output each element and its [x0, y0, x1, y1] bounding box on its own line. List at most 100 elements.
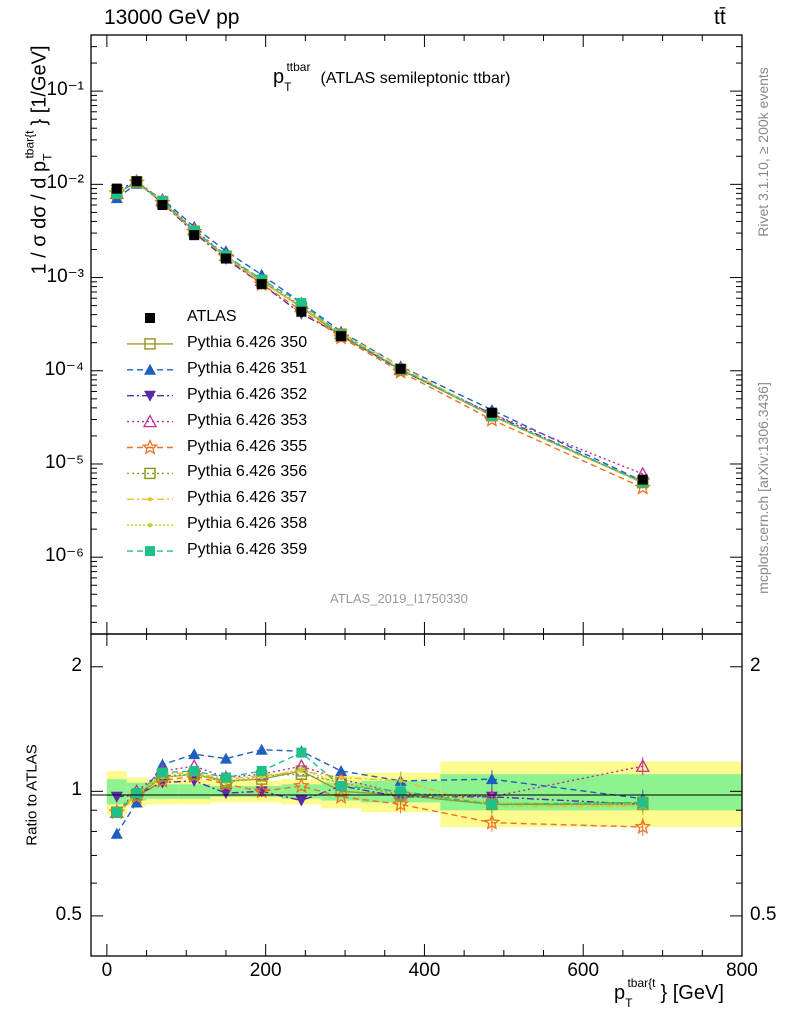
ratio-y-tick-label: 2 [71, 654, 82, 676]
legend-label: Pythia 6.426 359 [187, 541, 308, 559]
ratio-series-marker [110, 827, 123, 839]
ratio-series-marker [219, 788, 232, 800]
mcplots-label: mcplots.cern.ch [arXiv:1306.3436] [755, 382, 771, 594]
legend-marker [147, 497, 153, 502]
ratio-series-marker [293, 777, 310, 794]
legend-marker [144, 363, 156, 375]
legend-marker [142, 414, 158, 428]
ratio-y-tick-label-right: 0.5 [750, 903, 777, 925]
legend-label: Pythia 6.426 355 [187, 437, 308, 455]
ratio-series-marker [635, 758, 650, 772]
legend-label: Pythia 6.426 356 [187, 463, 308, 481]
data-point [189, 230, 200, 241]
main-y-tick-label: 10⁻³ [46, 265, 85, 287]
legend [127, 313, 173, 557]
x-label-sup: tbar{t [627, 976, 656, 990]
main-y-tick-label: 10⁻⁵ [44, 451, 84, 473]
legend-marker-data [145, 313, 155, 323]
ratio-series-line [116, 765, 643, 813]
analysis-label: ATLAS_2019_I1750330 [330, 591, 468, 606]
data-point [111, 183, 122, 194]
legend-label: Pythia 6.426 350 [187, 333, 308, 351]
legend-label: Pythia 6.426 358 [187, 515, 308, 533]
ratio-series-marker [637, 797, 648, 808]
ratio-band-inner [106, 779, 127, 805]
energy-label: 13000 GeV pp [104, 6, 240, 29]
ratio-series-marker [188, 748, 201, 760]
plot-title: pTttbar (ATLAS semileptonic ttbar) [273, 60, 511, 94]
main-y-label-sub: T [40, 153, 55, 161]
legend-marker [144, 467, 156, 480]
ratio-series-marker [295, 795, 308, 807]
data-point [131, 176, 142, 187]
ratio-series-marker [392, 795, 409, 812]
ratio-series-marker [220, 772, 231, 783]
main-y-label-sup: tbar{t [22, 130, 37, 159]
legend-marker [145, 546, 155, 557]
ratio-plot-frame [90, 633, 743, 957]
legend-marker [141, 438, 159, 455]
ratio-y-tick-label: 1 [71, 779, 82, 801]
x-tick-label: 400 [408, 960, 441, 981]
ratio-series-marker [130, 796, 143, 808]
x-tick-label: 600 [567, 960, 600, 981]
ratio-series-marker [219, 752, 232, 764]
ratio-series-marker [259, 775, 264, 780]
legend-label-data: ATLAS [187, 308, 237, 325]
ratio-y-tick-label: 0.5 [55, 903, 82, 925]
data-point [486, 407, 497, 418]
x-tick-label: 0 [101, 960, 113, 981]
data-point [220, 253, 231, 264]
ratio-series-marker [395, 786, 406, 797]
plot-title-sub: T [284, 80, 292, 94]
ratio-y-tick-label-right: 2 [750, 654, 761, 676]
legend-label: Pythia 6.426 351 [187, 359, 308, 377]
x-tick-label: 800 [726, 960, 758, 981]
main-y-tick-label: 10⁻⁴ [44, 358, 84, 380]
data-point [395, 363, 406, 374]
atlas-data-points [111, 176, 648, 485]
x-label-main: p [614, 982, 626, 1004]
ratio-series-marker [398, 778, 403, 784]
rivet-label: Rivet 3.1.10, ≥ 200k events [755, 67, 771, 237]
ratio-series-marker [255, 743, 268, 755]
legend-label: Pythia 6.426 353 [187, 411, 308, 429]
main-y-tick-label: 10⁻² [46, 172, 85, 194]
legend-label: Pythia 6.426 357 [187, 489, 308, 507]
ratio-series-marker [485, 773, 498, 785]
ratio-series-marker [483, 814, 501, 830]
ratio-series-marker [486, 799, 497, 810]
axis-ticks [91, 34, 743, 956]
process-label: tt̄ [714, 6, 726, 29]
legend-marker [144, 390, 156, 402]
legend-marker [147, 523, 153, 528]
data-point [157, 200, 168, 211]
legend-marker [144, 338, 156, 350]
ratio-series-marker [256, 765, 267, 776]
main-y-tick-label: 10⁻⁶ [45, 545, 84, 567]
ratio-series-marker [111, 807, 122, 818]
x-tick-label: 200 [249, 960, 282, 981]
ratio-series-marker [634, 818, 651, 835]
ratio-series-marker [336, 781, 347, 792]
x-label-unit: } [GeV] [660, 982, 724, 1004]
ratio-series-line [116, 775, 643, 828]
ratio-series-marker [338, 775, 344, 780]
ratio-series-marker [131, 788, 142, 799]
main-series-marker [296, 298, 307, 309]
ratio-series-marker [189, 765, 200, 776]
x-axis-label: pTtbar{t } [GeV] [614, 976, 724, 1010]
ratio-series-marker [157, 767, 168, 778]
plot-title-rest: (ATLAS semileptonic ttbar) [320, 70, 511, 87]
legend-label: Pythia 6.426 352 [187, 385, 308, 403]
main-y-tick-label: 10⁻¹ [46, 79, 85, 101]
ratio-series-marker [335, 764, 348, 776]
ratio-series-line [116, 773, 643, 813]
data-point [296, 306, 307, 317]
x-label-sub: T [625, 996, 633, 1010]
data-point [336, 331, 347, 342]
ratio-y-axis-label: Ratio to ATLAS [23, 744, 41, 846]
data-point [256, 279, 267, 290]
plot-title-main: p [273, 66, 285, 88]
